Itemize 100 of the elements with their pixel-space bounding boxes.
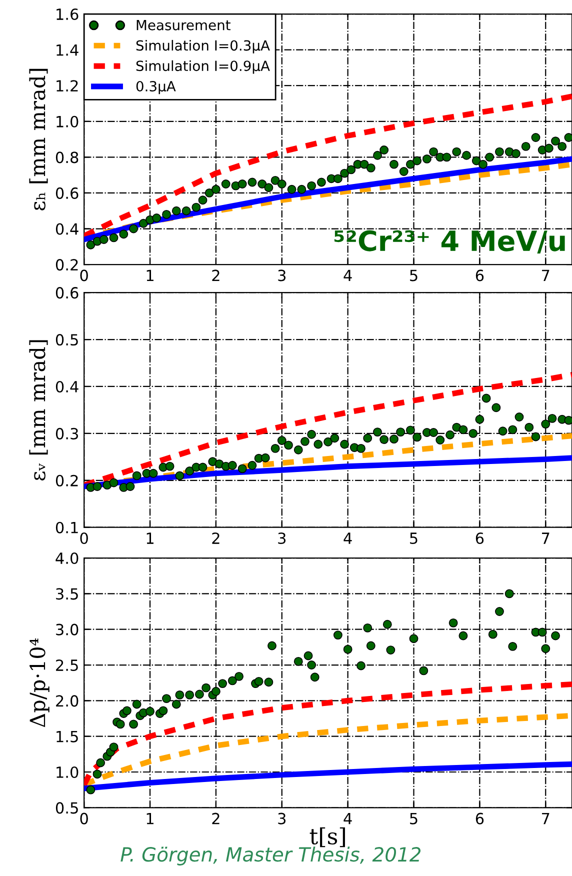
x-tick-label: 4 — [344, 532, 352, 544]
y-tick-label: 0.1 — [56, 522, 78, 534]
point — [316, 178, 326, 187]
point — [294, 656, 303, 666]
point — [182, 206, 191, 216]
y-tick-label: 0.4 — [56, 223, 78, 235]
point — [366, 163, 376, 172]
point — [360, 160, 369, 169]
point — [448, 618, 458, 628]
x-tick-label: 7 — [542, 532, 550, 544]
point — [228, 676, 237, 686]
y-tick-label: 1.0 — [56, 116, 78, 128]
point — [172, 206, 181, 216]
point — [363, 623, 372, 632]
point — [86, 240, 96, 250]
point — [198, 196, 208, 205]
point — [158, 706, 168, 716]
y-tick-label: 1.5 — [56, 731, 78, 742]
point — [531, 133, 540, 142]
point — [122, 706, 132, 716]
point — [373, 150, 382, 160]
point — [412, 156, 422, 166]
point — [234, 672, 244, 681]
point — [287, 184, 296, 194]
y-axis-title: εᵥ [mm mrad] — [29, 340, 48, 480]
point — [99, 235, 108, 244]
point — [270, 176, 280, 185]
point — [310, 672, 320, 682]
y-tick-label: 4.0 — [56, 552, 78, 564]
y-tick-label: 0.5 — [56, 802, 78, 814]
x-tick-label: 3 — [278, 270, 286, 282]
x-tick-label: 2 — [212, 812, 220, 824]
text: P. Görgen, Master Thesis, 2012 — [120, 846, 421, 866]
point — [442, 152, 452, 162]
x-tick-label: 0 — [80, 532, 88, 544]
point — [204, 188, 214, 198]
point — [551, 136, 560, 146]
y-tick-label: 1.6 — [56, 8, 78, 20]
point — [386, 646, 396, 654]
x-tick-label: 5 — [410, 813, 418, 824]
y-tick-label: 0.4 — [56, 380, 78, 393]
point — [119, 230, 128, 239]
point — [564, 133, 572, 142]
y-tick-label: 2.5 — [56, 659, 78, 672]
point — [264, 183, 274, 192]
point — [146, 706, 154, 716]
point — [175, 690, 184, 700]
point — [297, 184, 306, 194]
y-tick-label: 0.8 — [56, 152, 78, 164]
point — [221, 180, 230, 188]
x-tick-label: 2 — [212, 532, 220, 544]
point — [116, 720, 125, 729]
point — [211, 184, 220, 194]
point — [138, 218, 148, 228]
point — [86, 785, 96, 794]
point — [96, 758, 106, 768]
x-tick-label: 0 — [80, 270, 88, 282]
legend-label: 0.3μA — [136, 80, 176, 94]
point — [488, 630, 498, 639]
x-tick-label: 3 — [278, 532, 286, 544]
point — [422, 154, 432, 164]
point — [390, 160, 398, 169]
point — [343, 644, 352, 654]
y-tick-label: 0.6 — [56, 287, 78, 299]
point — [304, 651, 313, 660]
point — [551, 631, 560, 640]
point — [419, 666, 428, 676]
point — [380, 146, 389, 154]
point — [452, 147, 462, 156]
x-tick-label: 1 — [146, 532, 154, 544]
point — [521, 142, 530, 151]
point — [264, 678, 274, 687]
y-tick-label: 1.0 — [56, 766, 78, 778]
point — [511, 149, 520, 158]
x-tick-label: 1 — [146, 270, 154, 282]
point — [399, 167, 408, 176]
y-tick-label: 3.5 — [56, 588, 78, 600]
legend-label: Simulation I=0.3μA — [136, 40, 270, 54]
x-tick-label: 5 — [410, 532, 418, 544]
y-axis-title: εₕ [mm mrad] — [29, 68, 48, 210]
point — [538, 628, 547, 637]
point — [211, 686, 220, 696]
point — [92, 770, 102, 779]
point — [258, 180, 267, 188]
point — [185, 690, 194, 700]
x-tick-label: 7 — [542, 270, 550, 282]
y-tick-label: 0.6 — [56, 187, 78, 199]
y-tick-label: 0.5 — [56, 334, 78, 346]
point — [333, 630, 342, 640]
legend-label: Simulation I=0.9μA — [136, 60, 270, 74]
point — [429, 147, 438, 156]
y-tick-label: 1.2 — [56, 80, 78, 92]
point — [356, 661, 366, 670]
x-tick-label: 5 — [410, 270, 418, 282]
x-tick-label: 6 — [476, 270, 484, 282]
point — [172, 700, 181, 709]
point — [254, 676, 264, 686]
x-tick-label: 4 — [344, 813, 352, 824]
x-tick-label: 6 — [476, 812, 484, 824]
annotation: ⁵²Cr²³⁺ 4 MeV/u — [334, 230, 565, 254]
